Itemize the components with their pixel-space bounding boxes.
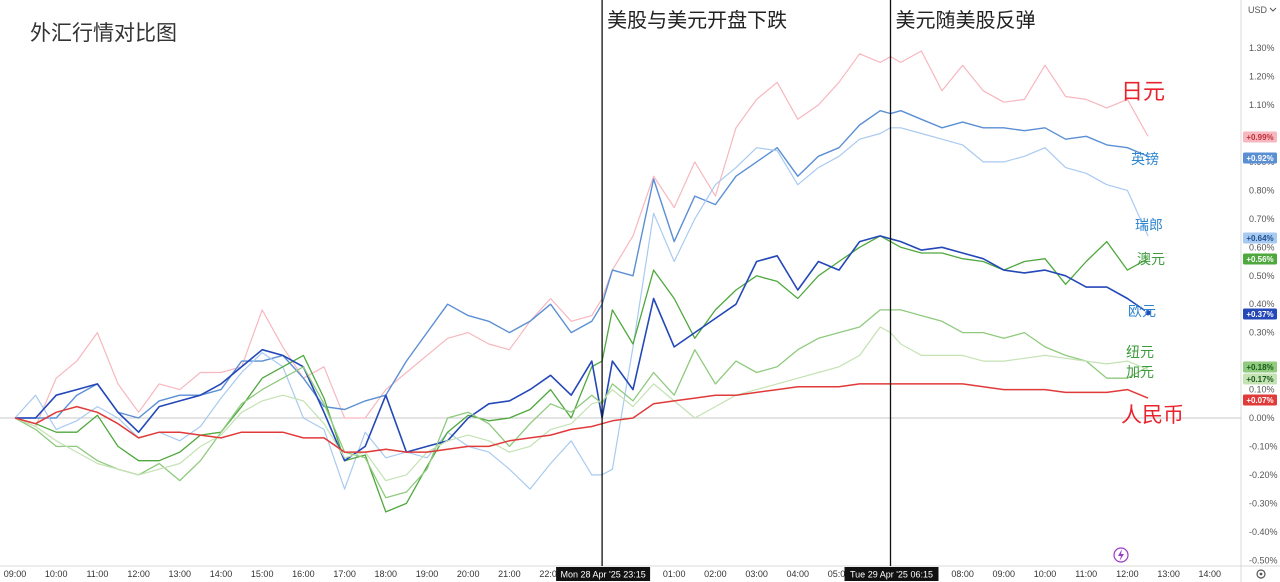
chart-title: 外汇行情对比图 — [30, 21, 177, 45]
series-line-3 — [14, 235, 1149, 513]
y-tick-label: -0.20% — [1249, 470, 1278, 480]
series-line-4 — [15, 235, 1149, 462]
x-tick-label: 18:00 — [375, 569, 398, 579]
y-tick-label: 1.30% — [1249, 43, 1275, 53]
event-markers: 美股与美元开盘下跌 Mon 28 Apr '25 23:15 美元随美股反弹 Tue … — [556, 0, 1036, 581]
series-end-dot — [1144, 308, 1152, 317]
badge-bg-4 — [1243, 308, 1277, 320]
badge-value-7: +0.07% — [1246, 396, 1273, 405]
event-time-label-1: Tue 29 Apr '25 06:15 — [850, 570, 933, 580]
series-label-0: 日元 — [1121, 80, 1165, 105]
badge-bg-6 — [1243, 373, 1277, 385]
series-line-2 — [14, 127, 1149, 490]
lightning-icon[interactable] — [1113, 547, 1129, 563]
x-tick-label: 16:00 — [292, 569, 315, 579]
badge-bg-1 — [1243, 152, 1277, 164]
x-tick-label: 20:00 — [457, 569, 480, 579]
x-tick-label: 22:00 — [539, 569, 562, 579]
badge-value-4: +0.37% — [1246, 310, 1273, 319]
series-line-1 — [15, 109, 1149, 419]
y-tick-label: 0.60% — [1249, 242, 1275, 252]
x-tick-label: 05:00 — [828, 569, 851, 579]
x-tick-label: 12:00 — [1116, 569, 1139, 579]
event-time-label-0: Mon 28 Apr '25 23:15 — [560, 570, 645, 580]
y-tick-label: -0.30% — [1249, 498, 1278, 508]
x-tick-label: 09:00 — [4, 569, 27, 579]
badge-bg-5 — [1243, 361, 1277, 373]
x-tick-label: 12:00 — [127, 569, 150, 579]
gear-icon[interactable] — [1256, 569, 1266, 579]
x-tick-label: 04:00 — [787, 569, 810, 579]
badge-bg-2 — [1243, 232, 1277, 244]
x-tick-label: 10:00 — [1034, 569, 1057, 579]
y-tick-label: 0.80% — [1249, 185, 1275, 195]
x-tick-label: 01:00 — [663, 569, 686, 579]
x-tick-label: 19:00 — [416, 569, 439, 579]
y-tick-label: -0.50% — [1249, 555, 1278, 565]
y-tick-label: 0.00% — [1249, 413, 1275, 423]
x-tick-label: 08:00 — [951, 569, 974, 579]
y-tick-label: 0.40% — [1249, 299, 1275, 309]
x-tick-label: 14:00 — [1199, 569, 1222, 579]
series-line-7 — [14, 383, 1149, 453]
badge-value-5: +0.18% — [1246, 363, 1273, 372]
badge-bg-3 — [1243, 253, 1277, 265]
series-label-2: 瑞郎 — [1135, 218, 1163, 234]
x-tick-label: 14:00 — [210, 569, 233, 579]
badge-value-0: +0.99% — [1246, 133, 1273, 142]
x-tick-label: 09:00 — [993, 569, 1016, 579]
y-tick-label: -0.10% — [1249, 441, 1278, 451]
series-label-5: 纽元 — [1126, 345, 1154, 361]
badge-value-6: +0.17% — [1246, 375, 1273, 384]
badge-bg-0 — [1243, 131, 1277, 143]
event-label-0: 美股与美元开盘下跌 — [607, 8, 787, 32]
x-tick-label: 13:00 — [1157, 569, 1180, 579]
x-tick-label: 15:00 — [251, 569, 274, 579]
x-tick-label: 10:00 — [45, 569, 68, 579]
y-tick-label: 1.10% — [1249, 100, 1275, 110]
series-line-5 — [14, 309, 1149, 499]
x-tick-label: 17:00 — [333, 569, 356, 579]
event-label-1: 美元随美股反弹 — [896, 8, 1036, 32]
y-tick-label: 0.70% — [1249, 214, 1275, 224]
y-tick-label: -0.40% — [1249, 527, 1278, 537]
y-tick-label: 0.50% — [1249, 271, 1275, 281]
event-time-box-1 — [844, 567, 939, 581]
y-tick-label: 0.30% — [1249, 328, 1275, 338]
badge-bg-7 — [1243, 394, 1277, 406]
x-tick-label: 03:00 — [745, 569, 768, 579]
badge-value-3: +0.56% — [1246, 255, 1273, 264]
series-label-3: 澳元 — [1137, 252, 1165, 268]
currency-label[interactable]: USD — [1248, 5, 1268, 15]
event-time-box-0 — [556, 567, 651, 581]
currency-dropdown-icon[interactable] — [1269, 7, 1277, 12]
series-line-0 — [14, 50, 1149, 428]
last-value-badges: +0.99% +0.92% +0.64% +0.56% +0.37% +0.18% +0.1… — [1243, 131, 1277, 406]
y-tick-label: 1.20% — [1249, 72, 1275, 82]
series-lines — [14, 50, 1152, 513]
x-tick-label: 02:00 — [704, 569, 727, 579]
x-tick-label: 21:00 — [498, 569, 521, 579]
badge-value-2: +0.64% — [1246, 234, 1273, 243]
y-axis-ticks: 1.30%1.20%1.10%0.90%0.80%0.70%0.60%0.50%… — [1249, 43, 1278, 565]
series-line-6 — [14, 326, 1149, 482]
badge-value-1: +0.92% — [1246, 154, 1273, 163]
x-tick-label: 13:00 — [169, 569, 192, 579]
series-label-7: 人民币 — [1121, 403, 1184, 427]
series-label-1: 英镑 — [1131, 151, 1159, 168]
y-tick-label: 0.10% — [1249, 385, 1275, 395]
x-axis-ticks: 09:00 10:00 11:00 12:00 13:00 14:00 15:00 16:00… — [4, 569, 1221, 579]
series-label-6: 加元 — [1126, 365, 1154, 381]
series-label-4: 欧元 — [1128, 304, 1156, 320]
x-tick-label: 11:00 — [1075, 569, 1097, 579]
x-tick-label: 11:00 — [86, 569, 108, 579]
